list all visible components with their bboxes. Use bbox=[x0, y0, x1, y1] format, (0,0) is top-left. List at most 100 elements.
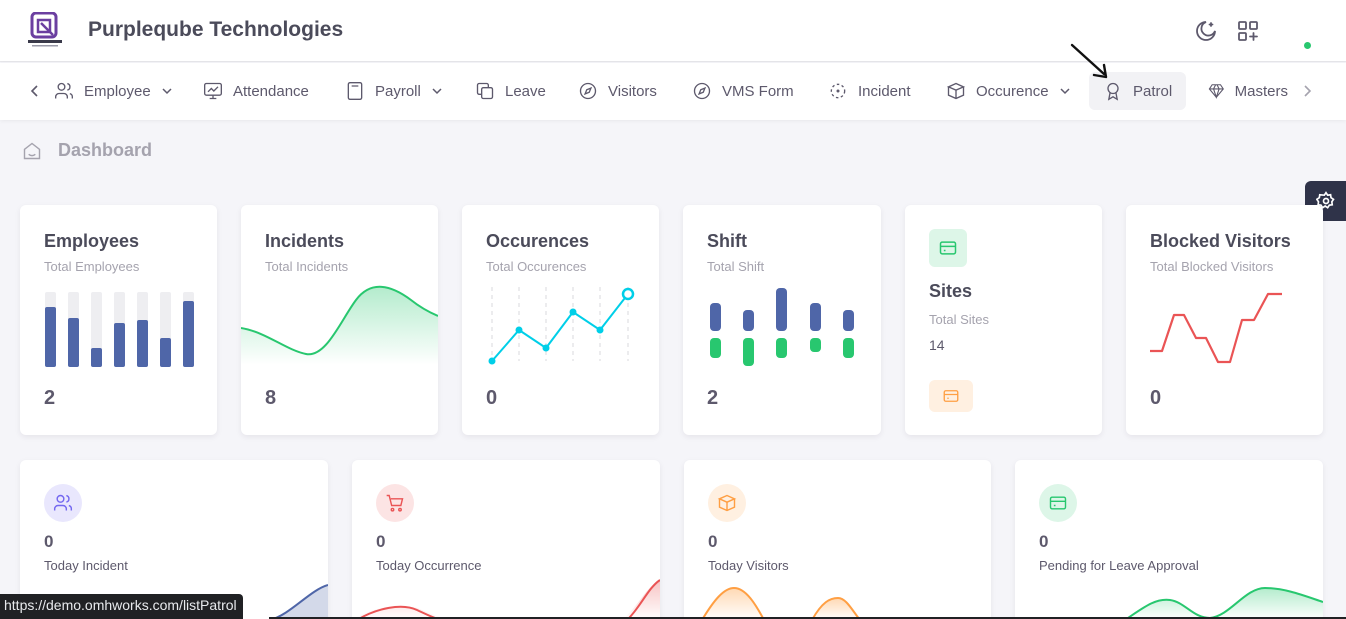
box-icon bbox=[946, 82, 966, 100]
nav-item-payroll[interactable]: Payroll bbox=[345, 72, 443, 110]
card-title: Blocked Visitors bbox=[1150, 231, 1291, 251]
nav-item-label: Occurence bbox=[976, 82, 1049, 100]
card-value: 0 bbox=[486, 387, 498, 409]
nav-item-label: Attendance bbox=[233, 82, 309, 100]
card-subtitle: Total Sites bbox=[929, 312, 989, 327]
home-icon bbox=[23, 142, 41, 159]
status-url-tooltip: https://demo.omhworks.com/listPatrol bbox=[0, 594, 243, 619]
pending-leave-card[interactable]: 0 Pending for Leave Approval bbox=[1015, 460, 1323, 619]
grid-plus-icon[interactable] bbox=[1236, 19, 1260, 43]
card-title: Sites bbox=[929, 281, 973, 301]
nav-item-label: VMS Form bbox=[722, 82, 794, 100]
card-value: 2 bbox=[44, 387, 56, 409]
top-bar: Purpleqube Technologies bbox=[0, 0, 1346, 62]
bar bbox=[68, 318, 79, 367]
today-occurrence-sparkline bbox=[353, 579, 660, 619]
today-visitors-card[interactable]: 0 Today Visitors bbox=[684, 460, 991, 619]
card-subtitle: Total Occurences bbox=[486, 259, 587, 274]
nav-item-occurence[interactable]: Occurence bbox=[946, 72, 1071, 110]
cart-icon bbox=[376, 484, 414, 522]
nav-item-vms-form[interactable]: VMS Form bbox=[692, 72, 794, 110]
stat-value: 0 bbox=[44, 532, 54, 551]
stat-label: Today Visitors bbox=[708, 558, 789, 573]
pending-leave-sparkline bbox=[1124, 586, 1323, 619]
chevron-right-icon bbox=[1304, 85, 1312, 97]
bar bbox=[183, 301, 194, 367]
users-icon bbox=[55, 82, 74, 99]
blocked-visitors-line-chart bbox=[1150, 292, 1282, 364]
card-title: Occurences bbox=[486, 231, 590, 251]
incidents-card[interactable]: Incidents Total Incidents 8 bbox=[241, 205, 438, 435]
copy-icon bbox=[476, 82, 494, 100]
nav-item-label: Visitors bbox=[608, 82, 657, 100]
breadcrumb: Dashboard bbox=[22, 140, 152, 161]
company-name: Purpleqube Technologies bbox=[88, 18, 344, 41]
nav-item-label: Incident bbox=[858, 82, 911, 100]
shift-card[interactable]: Shift Total Shift 2 bbox=[683, 205, 881, 435]
bar bbox=[45, 307, 56, 367]
nav-item-patrol[interactable]: Patrol bbox=[1089, 72, 1187, 110]
chevron-down-icon bbox=[1060, 88, 1070, 95]
users-icon bbox=[44, 484, 82, 522]
purpleqube-logo[interactable] bbox=[26, 11, 64, 50]
nav-item-visitors[interactable]: Visitors bbox=[578, 72, 657, 110]
scan-icon bbox=[830, 83, 846, 99]
nav-item-employee[interactable]: Employee bbox=[54, 72, 173, 110]
today-occurrence-card[interactable]: 0 Today Occurrence bbox=[352, 460, 660, 619]
box-icon bbox=[708, 484, 746, 522]
employees-card[interactable]: Employees Total Employees 2 bbox=[20, 205, 217, 435]
window-bottom-edge bbox=[269, 617, 1346, 619]
card-value: 2 bbox=[707, 387, 719, 409]
gear-icon bbox=[1315, 191, 1335, 209]
nav-item-label: Masters bbox=[1234, 82, 1288, 100]
chevron-down-icon bbox=[162, 88, 172, 95]
nav-item-attendance[interactable]: Attendance bbox=[203, 72, 309, 110]
stat-label: Today Incident bbox=[44, 558, 128, 573]
nav-scroll-left-button[interactable] bbox=[28, 72, 52, 110]
nav-item-label: Leave bbox=[505, 82, 546, 100]
stat-label: Pending for Leave Approval bbox=[1039, 558, 1199, 573]
credit-card-icon bbox=[929, 380, 973, 412]
nav-item-leave[interactable]: Leave bbox=[475, 72, 546, 110]
card-subtitle: Total Employees bbox=[44, 259, 140, 274]
nav-item-masters[interactable]: Masters bbox=[1208, 72, 1288, 110]
nav-item-incident[interactable]: Incident bbox=[828, 72, 911, 110]
credit-card-icon bbox=[929, 229, 967, 267]
stat-label: Today Occurrence bbox=[376, 558, 482, 573]
card-title: Employees bbox=[44, 231, 140, 251]
bar bbox=[137, 320, 148, 367]
card-title: Shift bbox=[707, 231, 747, 251]
diamond-icon bbox=[1208, 84, 1224, 100]
blocked-visitors-card[interactable]: Blocked Visitors Total Blocked Visitors … bbox=[1126, 205, 1323, 435]
card-value: 0 bbox=[1150, 387, 1162, 409]
compass-icon bbox=[579, 82, 597, 100]
bar bbox=[91, 348, 102, 367]
moon-icon[interactable] bbox=[1194, 19, 1218, 43]
today-visitors-sparkline bbox=[701, 586, 861, 619]
award-icon bbox=[1107, 82, 1119, 101]
card-subtitle: Total Shift bbox=[707, 259, 765, 274]
card-value: 14 bbox=[929, 337, 945, 353]
today-incident-card[interactable]: 0 Today Incident bbox=[20, 460, 328, 619]
nav-item-label: Payroll bbox=[375, 82, 421, 100]
shift-bar-chart bbox=[710, 288, 854, 366]
bar bbox=[160, 338, 171, 367]
incidents-area-chart bbox=[241, 285, 438, 365]
pointer-arrow-icon bbox=[1070, 43, 1108, 79]
sites-card[interactable]: Sites Total Sites 14 bbox=[905, 205, 1102, 435]
bar bbox=[114, 323, 125, 367]
chevron-left-icon bbox=[30, 85, 38, 97]
nav-item-label: Employee bbox=[84, 82, 151, 100]
card-subtitle: Total Incidents bbox=[265, 259, 349, 274]
stat-value: 0 bbox=[1039, 532, 1049, 551]
card-value: 8 bbox=[265, 387, 277, 409]
nav-item-label: Patrol bbox=[1133, 82, 1173, 100]
occurences-card[interactable]: Occurences Total Occurences 0 bbox=[462, 205, 659, 435]
stat-value: 0 bbox=[708, 532, 718, 551]
online-status-dot bbox=[1304, 42, 1311, 49]
stat-value: 0 bbox=[376, 532, 386, 551]
card-title: Incidents bbox=[265, 231, 345, 251]
monitor-icon bbox=[204, 82, 222, 100]
nav-scroll-right-button[interactable] bbox=[1300, 72, 1324, 110]
card-subtitle: Total Blocked Visitors bbox=[1150, 259, 1274, 274]
